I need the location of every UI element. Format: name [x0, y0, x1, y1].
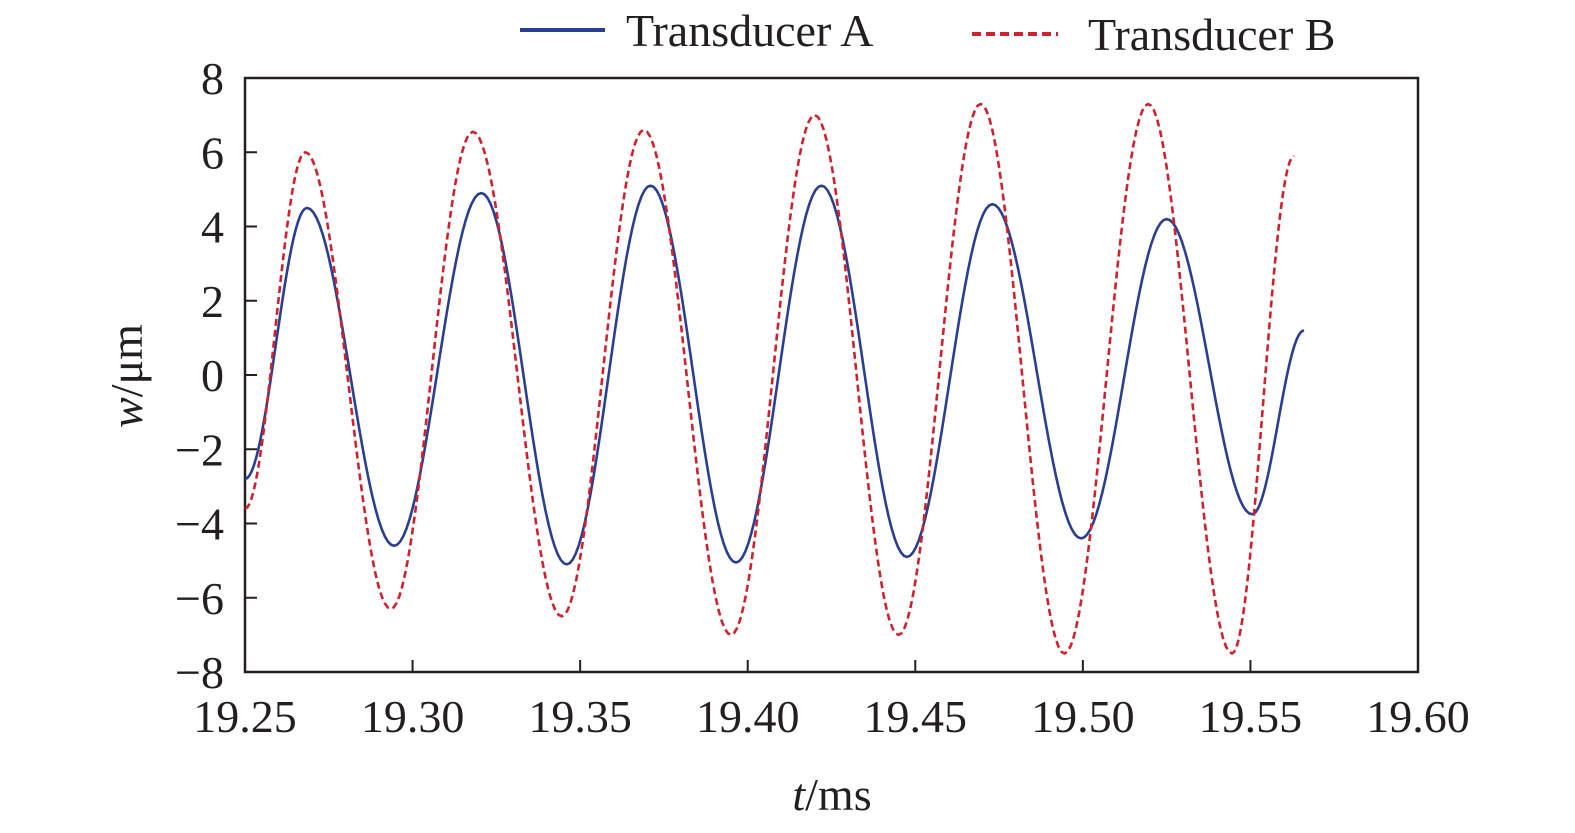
legend-label-transducer-b: Transducer B	[1088, 9, 1335, 60]
x-tick-label: 19.60	[1366, 691, 1470, 742]
y-tick-label: 0	[201, 350, 224, 401]
x-axis-title: t/ms	[792, 769, 871, 820]
x-tick-label: 19.35	[528, 691, 632, 742]
legend: Transducer A Transducer B	[520, 5, 1335, 60]
series-line-transducer-b	[244, 102, 1295, 655]
x-axis-unit: /ms	[805, 769, 871, 820]
y-tick-label: 8	[201, 53, 224, 104]
y-axis-unit: /μm	[101, 324, 152, 397]
x-tick-label: 19.40	[696, 691, 800, 742]
legend-label-transducer-a: Transducer A	[626, 5, 873, 56]
y-axis-variable: w	[101, 397, 152, 428]
x-tick-label: 19.45	[864, 691, 968, 742]
y-tick-label: −8	[175, 647, 224, 698]
axis-ticks: 19.25 19.30 19.35 19.40 19.45 19.50 19.55 19.60…	[175, 53, 1470, 742]
x-axis-variable: t	[792, 769, 806, 820]
x-tick-label: 19.25	[193, 691, 297, 742]
x-tick-label: 19.50	[1031, 691, 1135, 742]
y-tick-label: −6	[175, 573, 224, 624]
y-tick-label: 6	[201, 127, 224, 178]
y-tick-label: 4	[201, 202, 224, 253]
y-axis-title: w/μm	[101, 324, 152, 428]
x-tick-label: 19.55	[1199, 691, 1303, 742]
y-tick-label: 2	[201, 276, 224, 327]
x-tick-label: 19.30	[361, 691, 465, 742]
y-tick-label: −4	[175, 499, 224, 550]
series-lines	[244, 102, 1305, 655]
y-tick-label: −2	[175, 424, 224, 475]
series-line-transducer-a	[244, 184, 1305, 566]
